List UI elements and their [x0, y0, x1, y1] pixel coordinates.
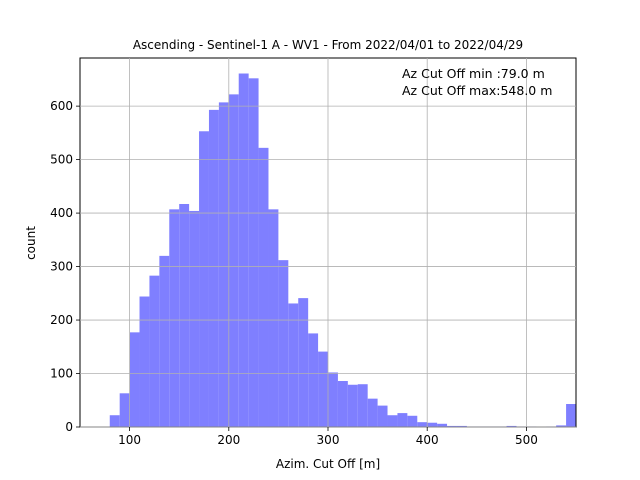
histogram-bar	[566, 404, 576, 427]
annotation-min: Az Cut Off min :79.0 m	[402, 66, 545, 81]
x-tick-label: 300	[317, 433, 340, 447]
histogram-bar	[189, 210, 200, 427]
histogram-bar	[228, 94, 239, 427]
histogram-bar	[248, 78, 259, 427]
histogram-bar	[397, 413, 408, 427]
histogram-bars	[109, 73, 576, 428]
y-tick-label: 500	[50, 153, 73, 167]
axis-ticks: 100 200 300 400 500 0 100 200 300 400 500 600	[50, 99, 538, 447]
histogram-bar	[149, 275, 160, 427]
histogram-bar	[437, 423, 448, 427]
histogram-bar	[387, 415, 398, 427]
histogram-bar	[238, 73, 249, 427]
histogram-bar	[308, 333, 319, 427]
x-tick-label: 100	[118, 433, 141, 447]
histogram-bar	[169, 209, 180, 427]
histogram-bar	[268, 209, 279, 427]
histogram-bar	[318, 351, 328, 427]
y-tick-label: 200	[50, 313, 73, 327]
y-tick-label: 300	[50, 260, 73, 274]
histogram-bar	[218, 102, 229, 427]
histogram-bar	[328, 372, 338, 427]
y-tick-label: 0	[65, 420, 73, 434]
histogram-bar	[298, 298, 309, 427]
annotation-max: Az Cut Off max:548.0 m	[402, 83, 552, 98]
histogram-bar	[109, 415, 120, 427]
histogram-bar	[258, 147, 269, 427]
histogram-bar	[417, 422, 428, 427]
histogram-bar	[357, 384, 368, 427]
histogram-bar	[377, 405, 388, 427]
histogram-bar	[427, 422, 438, 427]
y-tick-label: 600	[50, 99, 73, 113]
histogram-bar	[556, 425, 567, 427]
histogram-bar	[337, 381, 348, 427]
grid-lines	[80, 58, 576, 428]
x-axis-label: Azim. Cut Off [m]	[276, 457, 380, 471]
histogram-bar	[278, 260, 289, 427]
histogram-bar	[179, 203, 190, 427]
histogram-bar	[447, 425, 457, 427]
histogram-bar	[208, 109, 219, 428]
histogram-bar	[456, 425, 467, 427]
histogram-bar	[506, 425, 517, 427]
histogram-bar	[119, 393, 130, 427]
histogram-bar	[129, 332, 140, 427]
histogram-bar	[199, 131, 209, 428]
chart-title: Ascending - Sentinel-1 A - WV1 - From 20…	[133, 38, 523, 52]
histogram-bar	[288, 303, 299, 427]
histogram-bar	[367, 398, 378, 427]
y-tick-label: 100	[50, 367, 73, 381]
x-tick-label: 400	[416, 433, 439, 447]
y-tick-label: 400	[50, 206, 73, 220]
histogram-bar	[347, 384, 358, 427]
histogram-bar	[159, 255, 170, 427]
histogram-bar	[139, 296, 150, 427]
y-axis-label: count	[24, 226, 38, 260]
x-tick-label: 500	[515, 433, 538, 447]
histogram-bar	[407, 415, 418, 427]
x-tick-label: 200	[217, 433, 240, 447]
